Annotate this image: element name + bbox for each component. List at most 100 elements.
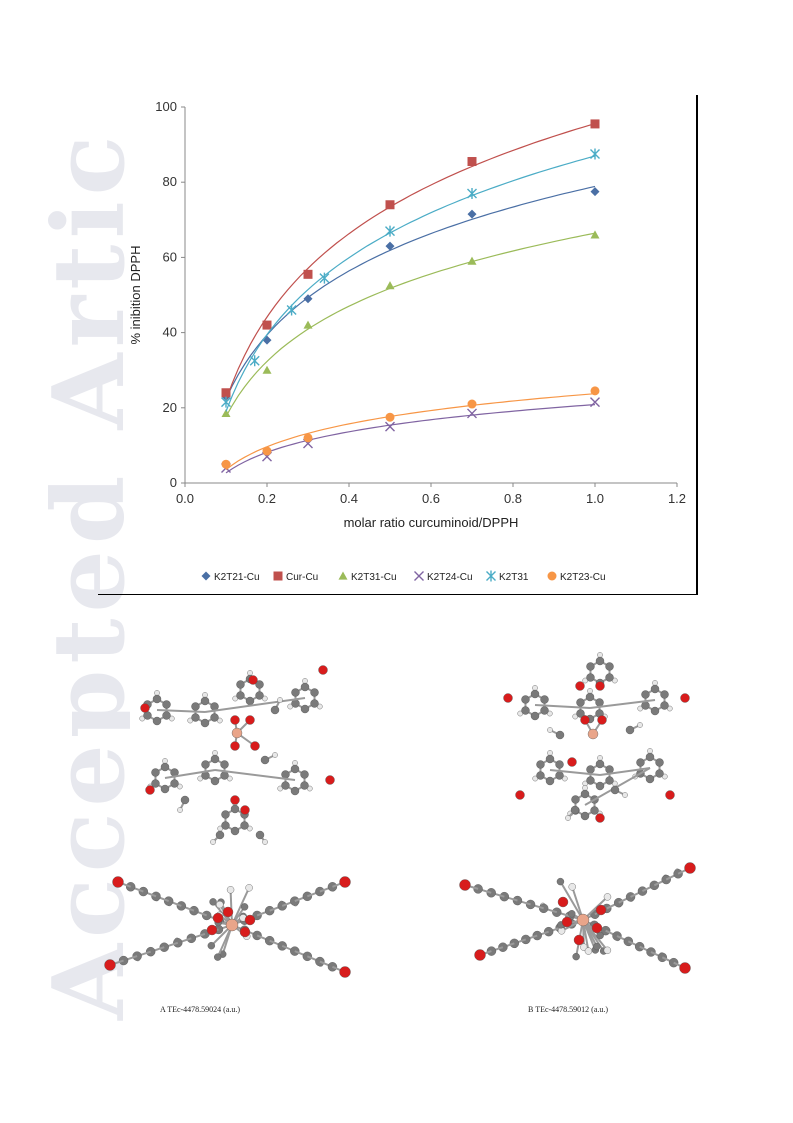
carbon-atom [530, 711, 540, 721]
legend-marker [201, 571, 211, 581]
carbon-atom [310, 699, 319, 708]
carbon-atom [543, 926, 554, 937]
carbon-atom [310, 688, 319, 697]
oxygen-atom [567, 757, 577, 767]
carbon-atom [585, 692, 595, 702]
oxygen-atom [104, 959, 116, 971]
data-point [590, 230, 600, 239]
side-chain-atom [584, 947, 593, 955]
oxygen-atom [575, 681, 585, 691]
oxygen-atom [459, 879, 471, 891]
oxygen-atom [244, 914, 256, 926]
carbon-atom [281, 781, 290, 790]
hydrogen-atom [176, 783, 183, 790]
oxygen-atom [557, 896, 569, 908]
x-tick-label: 0.6 [422, 491, 440, 506]
legend-marker [273, 571, 283, 581]
data-point [467, 157, 477, 167]
series-k2t31 [221, 148, 600, 412]
oxygen-atom [318, 665, 328, 675]
carbon-atom [152, 694, 162, 704]
data-point [262, 335, 272, 345]
carbon-atom [530, 689, 540, 699]
carbon-atom [650, 684, 660, 694]
carbon-atom [230, 826, 240, 836]
carbon-atom [545, 754, 555, 764]
side-chain-atom [568, 910, 576, 918]
legend-label: Cur-Cu [286, 572, 318, 583]
legend-marker [338, 571, 348, 580]
carbon-atom [486, 888, 496, 898]
trendline [225, 123, 596, 401]
carbon-atom [657, 952, 668, 963]
side-chain-atom [209, 898, 217, 906]
carbon-atom [595, 759, 605, 769]
carbon-atom [186, 933, 197, 944]
carbon-atom [215, 830, 225, 840]
y-tick-label: 20 [163, 400, 177, 415]
legend-label: K2T31 [499, 572, 529, 583]
data-point [249, 355, 260, 367]
carbon-atom [576, 709, 585, 718]
carbon-atom [623, 936, 634, 947]
hydrogen-atom [212, 750, 218, 756]
oxygen-atom [680, 693, 690, 703]
carbon-atom [132, 951, 142, 961]
carbon-atom [221, 821, 230, 830]
series-k2t21-cu [221, 185, 600, 402]
hydrogen-atom [261, 695, 268, 702]
x-tick-label: 0.8 [504, 491, 522, 506]
y-tick-label: 0 [170, 475, 177, 490]
legend-item: K2T24-Cu [414, 571, 473, 583]
oxygen-atom [339, 966, 351, 978]
carbon-atom [540, 706, 549, 715]
carbon-atom [586, 673, 595, 682]
carbon-atom [595, 698, 604, 707]
carbon-atom [580, 811, 590, 821]
legend-item: K2T31 [486, 570, 529, 583]
bond [231, 887, 251, 926]
carbon-atom [210, 713, 219, 722]
copper-atom [576, 913, 590, 927]
data-point [262, 365, 272, 374]
data-point [590, 187, 600, 197]
carbon-atom [290, 786, 300, 796]
oxygen-atom [212, 912, 224, 924]
hydrogen-atom [587, 688, 593, 694]
oxygen-atom [240, 805, 250, 815]
bond [584, 767, 651, 806]
carbon-atom [220, 771, 229, 780]
legend-marker [486, 570, 496, 582]
carbon-atom [512, 895, 523, 906]
carbon-atom [595, 656, 605, 666]
carbon-atom [641, 701, 650, 710]
carbon-atom [540, 695, 549, 704]
oxygen-atom [684, 862, 696, 874]
carbon-atom [200, 696, 210, 706]
data-point [590, 148, 600, 160]
hydrogen-atom [561, 775, 568, 782]
carbon-atom [586, 776, 595, 785]
carbon-atom [252, 910, 262, 921]
oxygen-atom [222, 906, 234, 918]
hydrogen-atom [582, 677, 589, 684]
carbon-atom [555, 760, 564, 769]
data-point [303, 320, 313, 329]
side-chain-atom [214, 953, 222, 961]
hydrogen-atom [226, 775, 233, 782]
carbon-atom [641, 690, 650, 699]
oxygen-atom [145, 785, 155, 795]
data-point [221, 459, 231, 469]
carbon-atom [605, 776, 614, 785]
x-tick-label: 0.2 [258, 491, 276, 506]
data-point [221, 388, 231, 398]
y-tick-label: 80 [163, 174, 177, 189]
oxygen-atom [597, 715, 607, 725]
bond [156, 709, 206, 713]
oxygen-atom [503, 693, 513, 703]
hydrogen-atom [546, 710, 553, 717]
carbon-atom [240, 821, 249, 830]
oxygen-atom [679, 962, 691, 974]
carbon-atom [645, 774, 655, 784]
carbon-atom [270, 705, 280, 715]
